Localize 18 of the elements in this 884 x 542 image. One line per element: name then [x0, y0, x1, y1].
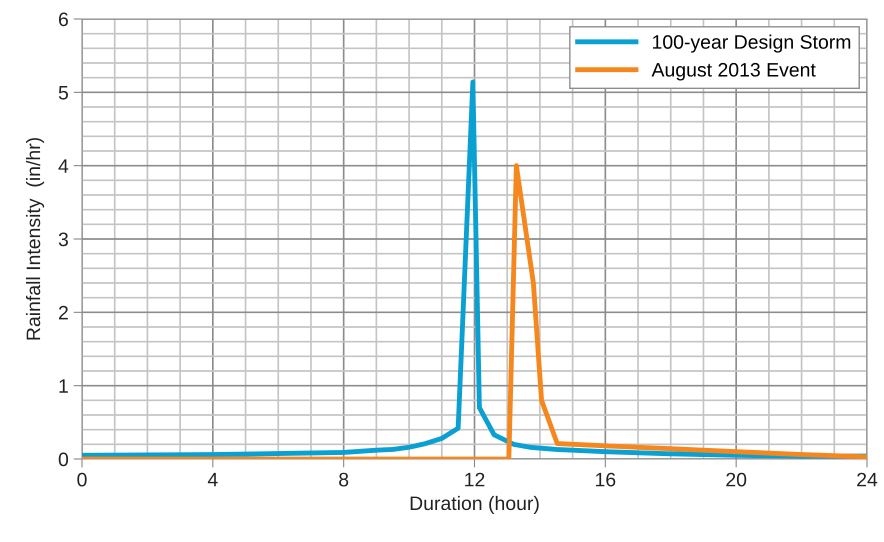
x-tick-label: 0 — [77, 472, 87, 486]
x-tick-label: 8 — [339, 472, 348, 486]
x-tick-label: 4 — [208, 472, 218, 486]
y-tick-label: 5 — [58, 86, 68, 100]
x-tick-label: 12 — [465, 472, 484, 486]
y-axis-title: Rainfall Intensity (in/hr) — [26, 138, 44, 340]
y-tick-label: 1 — [59, 379, 68, 393]
y-tick-label: 6 — [58, 12, 68, 26]
x-tick-label: 20 — [726, 472, 746, 486]
x-axis-title: Duration (hour) — [410, 496, 539, 514]
y-tick-label: 3 — [58, 232, 68, 246]
y-tick-label: 4 — [58, 159, 68, 173]
y-tick-label: 2 — [58, 306, 68, 320]
x-tick-label: 24 — [857, 472, 878, 486]
legend-label: 100-year Design Storm — [653, 34, 850, 53]
legend-label: August 2013 Event — [652, 62, 816, 81]
y-tick-label: 0 — [58, 452, 68, 466]
x-tick-label: 16 — [596, 472, 616, 486]
